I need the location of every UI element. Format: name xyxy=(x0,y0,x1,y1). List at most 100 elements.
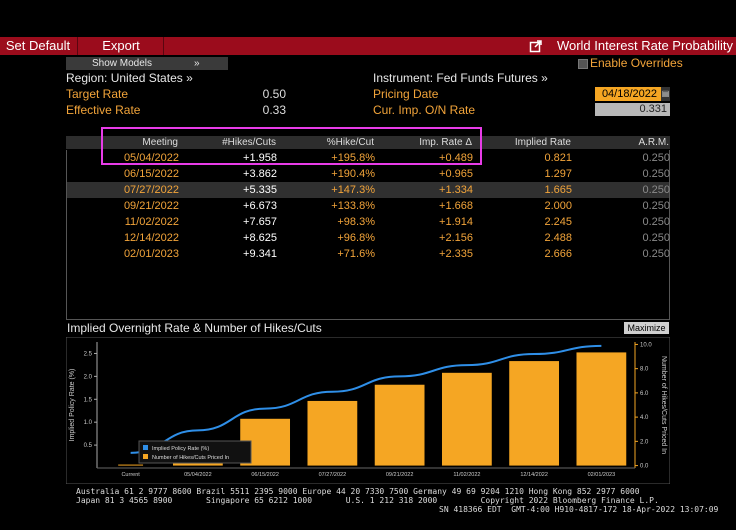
cell-meeting: 05/04/2022 xyxy=(123,152,179,164)
table-row[interactable]: 09/21/2022 +6.673 +133.8% +1.668 2.000 0.250 xyxy=(67,198,670,214)
cell-arm: 0.250 xyxy=(642,152,670,164)
pricing-date-label: Pricing Date xyxy=(373,87,439,101)
pricing-date-field[interactable]: 04/18/2022 xyxy=(595,87,661,101)
cell-meeting: 11/02/2022 xyxy=(124,216,179,228)
chart-line xyxy=(130,344,602,454)
col-header-arm[interactable]: A.R.M. xyxy=(638,137,669,148)
cell-arm: 0.250 xyxy=(642,168,670,180)
rates-table: 05/04/2022 +1.958 +195.8% +0.489 0.821 0.250 0… xyxy=(66,150,670,320)
calendar-icon[interactable]: ▤ xyxy=(661,87,670,101)
table-row[interactable]: 07/27/2022 +5.335 +147.3% +1.334 1.665 0.250 xyxy=(67,182,670,198)
cur-imp-rate-label: Cur. Imp. O/N Rate xyxy=(373,103,476,117)
show-models-button[interactable]: Show Models » xyxy=(66,57,228,70)
left-axis-tick-label: 1.0 xyxy=(84,420,93,426)
footer-contacts-line-2: Japan 81 3 4565 8900 Singapore 65 6212 1… xyxy=(76,496,659,505)
cell-meeting: 09/21/2022 xyxy=(123,200,179,212)
col-header-implied-rate[interactable]: Implied Rate xyxy=(514,137,571,148)
table-row[interactable]: 02/01/2023 +9.341 +71.6% +2.335 2.666 0.250 xyxy=(67,246,670,262)
cell-pct-hike: +98.3% xyxy=(337,216,375,228)
chart-title: Implied Overnight Rate & Number of Hikes… xyxy=(67,321,322,335)
cell-hikes: +6.673 xyxy=(243,200,277,212)
cur-imp-rate-field[interactable]: 0.331 xyxy=(595,103,670,116)
cell-pct-hike: +195.8% xyxy=(331,152,375,164)
table-row[interactable]: 06/15/2022 +3.862 +190.4% +0.965 1.297 0.250 xyxy=(67,166,670,182)
cell-imp-rate-delta: +2.335 xyxy=(439,248,473,260)
cell-arm: 0.250 xyxy=(642,184,670,196)
right-axis-tick-label: 10.0 xyxy=(640,342,652,348)
x-axis-tick-label: 11/02/2022 xyxy=(453,472,480,478)
cell-pct-hike: +71.6% xyxy=(337,248,375,260)
show-models-label: Show Models xyxy=(92,58,153,69)
cell-imp-rate-delta: +1.914 xyxy=(439,216,473,228)
cell-meeting: 07/27/2022 xyxy=(123,184,179,196)
cell-implied-rate: 2.488 xyxy=(544,232,572,244)
effective-rate-value: 0.33 xyxy=(262,103,286,117)
cell-implied-rate: 0.821 xyxy=(544,152,572,164)
cell-arm: 0.250 xyxy=(642,200,670,212)
cell-arm: 0.250 xyxy=(642,248,670,260)
chart-bar xyxy=(576,352,627,466)
external-link-icon[interactable] xyxy=(529,39,543,53)
maximize-button[interactable]: Maximize xyxy=(624,322,669,334)
cell-imp-rate-delta: +1.334 xyxy=(439,184,473,196)
table-row[interactable]: 05/04/2022 +1.958 +195.8% +0.489 0.821 0.250 xyxy=(67,150,670,166)
chart-bar xyxy=(374,384,425,466)
x-axis-tick-label: Current xyxy=(121,472,140,478)
cell-imp-rate-delta: +0.489 xyxy=(439,152,473,164)
col-header-meeting[interactable]: Meeting xyxy=(142,137,178,148)
left-axis-label: Implied Policy Rate (%) xyxy=(69,369,76,442)
cell-implied-rate: 2.666 xyxy=(544,248,572,260)
toolbar-divider xyxy=(163,37,164,55)
table-row[interactable]: 11/02/2022 +7.657 +98.3% +1.914 2.245 0.250 xyxy=(67,214,670,230)
cell-arm: 0.250 xyxy=(642,216,670,228)
right-axis-tick-label: 2.0 xyxy=(640,439,649,445)
x-axis-tick-label: 02/01/2023 xyxy=(588,472,616,478)
rate-chart: 0.5 1.0 1.5 2.0 2.5 0.0 2.0 4.0 6.0 8.0 10.0 Implie… xyxy=(66,337,670,484)
x-axis-tick-label: 09/21/2022 xyxy=(386,472,414,478)
cell-meeting: 02/01/2023 xyxy=(123,248,179,260)
cell-meeting: 06/15/2022 xyxy=(123,168,179,180)
target-rate-label: Target Rate xyxy=(66,87,129,101)
enable-overrides-label[interactable]: Enable Overrides xyxy=(590,56,683,70)
left-axis-tick-label: 0.5 xyxy=(84,443,93,449)
chart-bar xyxy=(509,361,560,466)
cell-pct-hike: +147.3% xyxy=(331,184,375,196)
col-header-pct-hike[interactable]: %Hike/Cut xyxy=(326,137,374,148)
cell-hikes: +7.657 xyxy=(243,216,277,228)
x-axis-tick-label: 12/14/2022 xyxy=(520,472,548,478)
enable-overrides-checkbox[interactable] xyxy=(578,59,588,69)
cell-imp-rate-delta: +2.156 xyxy=(439,232,473,244)
cell-hikes: +8.625 xyxy=(243,232,277,244)
right-axis-label: Number of Hikes/Cuts Priced In xyxy=(660,356,667,454)
cell-hikes: +9.341 xyxy=(243,248,277,260)
cell-implied-rate: 1.665 xyxy=(544,184,572,196)
legend-swatch-hikes xyxy=(143,454,148,459)
set-default-button[interactable]: Set Default xyxy=(5,38,71,53)
effective-rate-label: Effective Rate xyxy=(66,103,141,117)
footer-session-info: SN 418366 EDT GMT-4:00 H910-4817-172 18-… xyxy=(439,505,719,514)
col-header-hikes[interactable]: #Hikes/Cuts xyxy=(222,137,276,148)
x-axis-tick-label: 07/27/2022 xyxy=(319,472,347,478)
right-axis-tick-label: 8.0 xyxy=(640,367,649,373)
target-rate-value: 0.50 xyxy=(262,87,286,101)
instrument-selector[interactable]: Instrument: Fed Funds Futures » xyxy=(373,71,548,85)
chart-bar xyxy=(118,464,144,466)
right-axis-tick-label: 4.0 xyxy=(640,415,649,421)
region-selector[interactable]: Region: United States » xyxy=(66,71,193,85)
table-row[interactable]: 12/14/2022 +8.625 +96.8% +2.156 2.488 0.250 xyxy=(67,230,670,246)
left-axis-tick-label: 2.0 xyxy=(84,374,93,380)
legend-label-hikes: Number of Hikes/Cuts Priced In xyxy=(152,455,229,461)
left-axis-tick-label: 2.5 xyxy=(84,351,93,357)
cell-meeting: 12/14/2022 xyxy=(123,232,179,244)
cell-pct-hike: +190.4% xyxy=(331,168,375,180)
col-header-imp-rate-delta[interactable]: Imp. Rate Δ xyxy=(419,137,472,148)
right-axis-tick-label: 6.0 xyxy=(640,391,649,397)
legend-label-rate: Implied Policy Rate (%) xyxy=(152,446,209,452)
window-title: World Interest Rate Probability xyxy=(556,38,733,53)
cell-hikes: +1.958 xyxy=(243,152,277,164)
cell-pct-hike: +96.8% xyxy=(337,232,375,244)
chart-bar xyxy=(307,400,358,466)
footer-contacts-line-1: Australia 61 2 9777 8600 Brazil 5511 239… xyxy=(76,487,640,496)
export-button[interactable]: Export xyxy=(102,38,140,53)
x-axis-tick-label: 06/15/2022 xyxy=(251,472,279,478)
